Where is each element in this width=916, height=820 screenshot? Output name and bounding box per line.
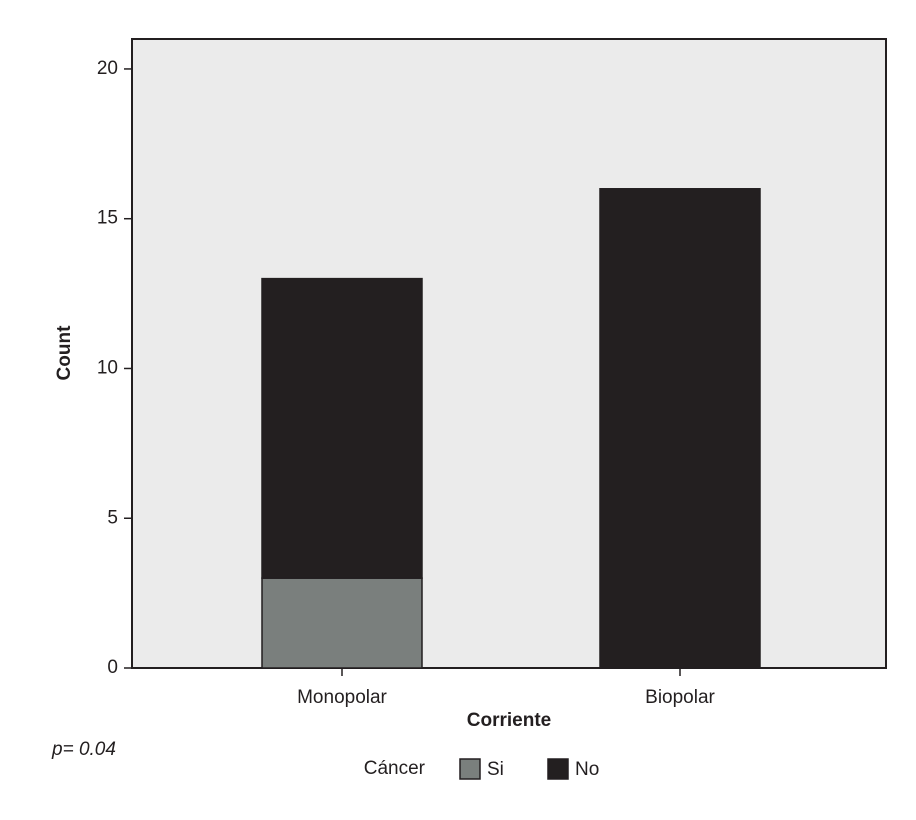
x-tick-label: Biopolar xyxy=(645,687,715,708)
x-tick-label: Monopolar xyxy=(297,687,387,708)
y-tick-label: 5 xyxy=(107,507,118,528)
bar-segment xyxy=(261,277,423,579)
y-tick-label: 0 xyxy=(107,657,118,678)
y-axis-label: Count xyxy=(54,325,75,381)
annotation: p= 0.04 xyxy=(51,739,116,760)
legend-swatch xyxy=(547,758,569,780)
legend-title: Cáncer xyxy=(364,758,426,779)
y-tick-label: 15 xyxy=(97,208,118,229)
bar-segment xyxy=(599,188,761,669)
bar-segment xyxy=(261,577,423,669)
legend-label: Si xyxy=(487,759,504,780)
legend-swatch xyxy=(459,758,481,780)
x-axis-label: Corriente xyxy=(467,710,551,731)
legend-label: No xyxy=(575,759,599,780)
plot-area xyxy=(131,38,887,669)
y-tick-label: 10 xyxy=(97,357,118,378)
y-tick-label: 20 xyxy=(97,58,118,79)
